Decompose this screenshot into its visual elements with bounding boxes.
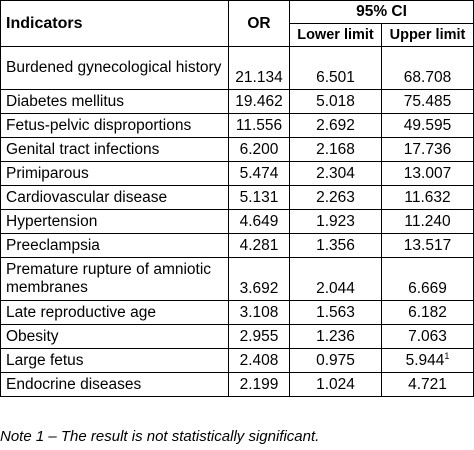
cell-indicator: Diabetes mellitus	[0, 89, 229, 114]
cell-lower: 6.501	[289, 46, 382, 90]
cell-or: 19.462	[228, 89, 290, 114]
cell-upper: 13.007	[381, 161, 474, 186]
cell-upper: 13.517	[381, 233, 474, 258]
table-row: Genital tract infections 6.200 2.168 17.…	[0, 137, 474, 162]
cell-upper: 11.632	[381, 185, 474, 210]
or-table: Indicators OR 95% CI Lower limit Upper l…	[0, 0, 474, 397]
header-lower-limit: Lower limit	[289, 23, 382, 47]
table-row: Late reproductive age 3.108 1.563 6.182	[0, 300, 474, 325]
cell-lower: 2.304	[289, 161, 382, 186]
cell-indicator: Endocrine diseases	[0, 372, 229, 397]
cell-or: 2.199	[228, 372, 290, 397]
header-upper-limit: Upper limit	[381, 23, 474, 47]
table-row: Fetus-pelvic disproportions 11.556 2.692…	[0, 113, 474, 138]
cell-lower: 1.923	[289, 209, 382, 234]
cell-indicator: Large fetus	[0, 348, 229, 373]
cell-upper: 49.595	[381, 113, 474, 138]
header-ci: 95% CI	[289, 0, 474, 24]
cell-or: 2.955	[228, 324, 290, 349]
cell-upper: 11.240	[381, 209, 474, 234]
cell-or: 5.131	[228, 185, 290, 210]
cell-lower: 0.975	[289, 348, 382, 373]
footnote-marker: 1	[444, 350, 450, 361]
header-indicators: Indicators	[0, 0, 229, 47]
table-row: Preeclampsia 4.281 1.356 13.517	[0, 233, 474, 258]
cell-indicator: Cardiovascular disease	[0, 185, 229, 210]
cell-or: 6.200	[228, 137, 290, 162]
cell-indicator: Late reproductive age	[0, 300, 229, 325]
cell-upper: 6.182	[381, 300, 474, 325]
footnote: Note 1 – The result is not statistically…	[0, 428, 320, 445]
cell-upper-with-note: 5.9441	[381, 348, 474, 373]
table-row: Obesity 2.955 1.236 7.063	[0, 324, 474, 349]
cell-lower: 2.692	[289, 113, 382, 138]
cell-upper: 5.944	[405, 351, 445, 369]
cell-lower: 1.024	[289, 372, 382, 397]
table-row: Primiparous 5.474 2.304 13.007	[0, 161, 474, 186]
cell-indicator: Premature rupture of amniotic membranes	[0, 257, 229, 301]
cell-lower: 2.263	[289, 185, 382, 210]
table-row: Cardiovascular disease 5.131 2.263 11.63…	[0, 185, 474, 210]
cell-upper: 4.721	[381, 372, 474, 397]
cell-lower: 1.563	[289, 300, 382, 325]
cell-upper: 68.708	[381, 46, 474, 90]
cell-indicator: Preeclampsia	[0, 233, 229, 258]
cell-lower: 5.018	[289, 89, 382, 114]
cell-lower: 2.168	[289, 137, 382, 162]
cell-or: 4.281	[228, 233, 290, 258]
cell-indicator: Fetus-pelvic disproportions	[0, 113, 229, 138]
cell-or: 3.108	[228, 300, 290, 325]
cell-or: 11.556	[228, 113, 290, 138]
header-or: OR	[228, 0, 290, 47]
cell-upper: 7.063	[381, 324, 474, 349]
table-row: Endocrine diseases 2.199 1.024 4.721	[0, 372, 474, 397]
cell-upper: 75.485	[381, 89, 474, 114]
cell-indicator: Genital tract infections	[0, 137, 229, 162]
cell-or: 21.134	[228, 46, 290, 90]
table-row: Premature rupture of amniotic membranes …	[0, 257, 474, 301]
cell-lower: 1.356	[289, 233, 382, 258]
cell-or: 2.408	[228, 348, 290, 373]
cell-or: 3.692	[228, 257, 290, 301]
table-row: Burdened gynecological history 21.134 6.…	[0, 46, 474, 90]
cell-or: 5.474	[228, 161, 290, 186]
cell-indicator: Hypertension	[0, 209, 229, 234]
cell-or: 4.649	[228, 209, 290, 234]
cell-indicator: Obesity	[0, 324, 229, 349]
cell-lower: 1.236	[289, 324, 382, 349]
table-row: Diabetes mellitus 19.462 5.018 75.485	[0, 89, 474, 114]
table-row: Large fetus 2.408 0.975 5.9441	[0, 348, 474, 373]
cell-lower: 2.044	[289, 257, 382, 301]
cell-upper: 17.736	[381, 137, 474, 162]
cell-upper: 6.669	[381, 257, 474, 301]
table-row: Hypertension 4.649 1.923 11.240	[0, 209, 474, 234]
cell-indicator: Burdened gynecological history	[0, 46, 229, 90]
cell-indicator: Primiparous	[0, 161, 229, 186]
